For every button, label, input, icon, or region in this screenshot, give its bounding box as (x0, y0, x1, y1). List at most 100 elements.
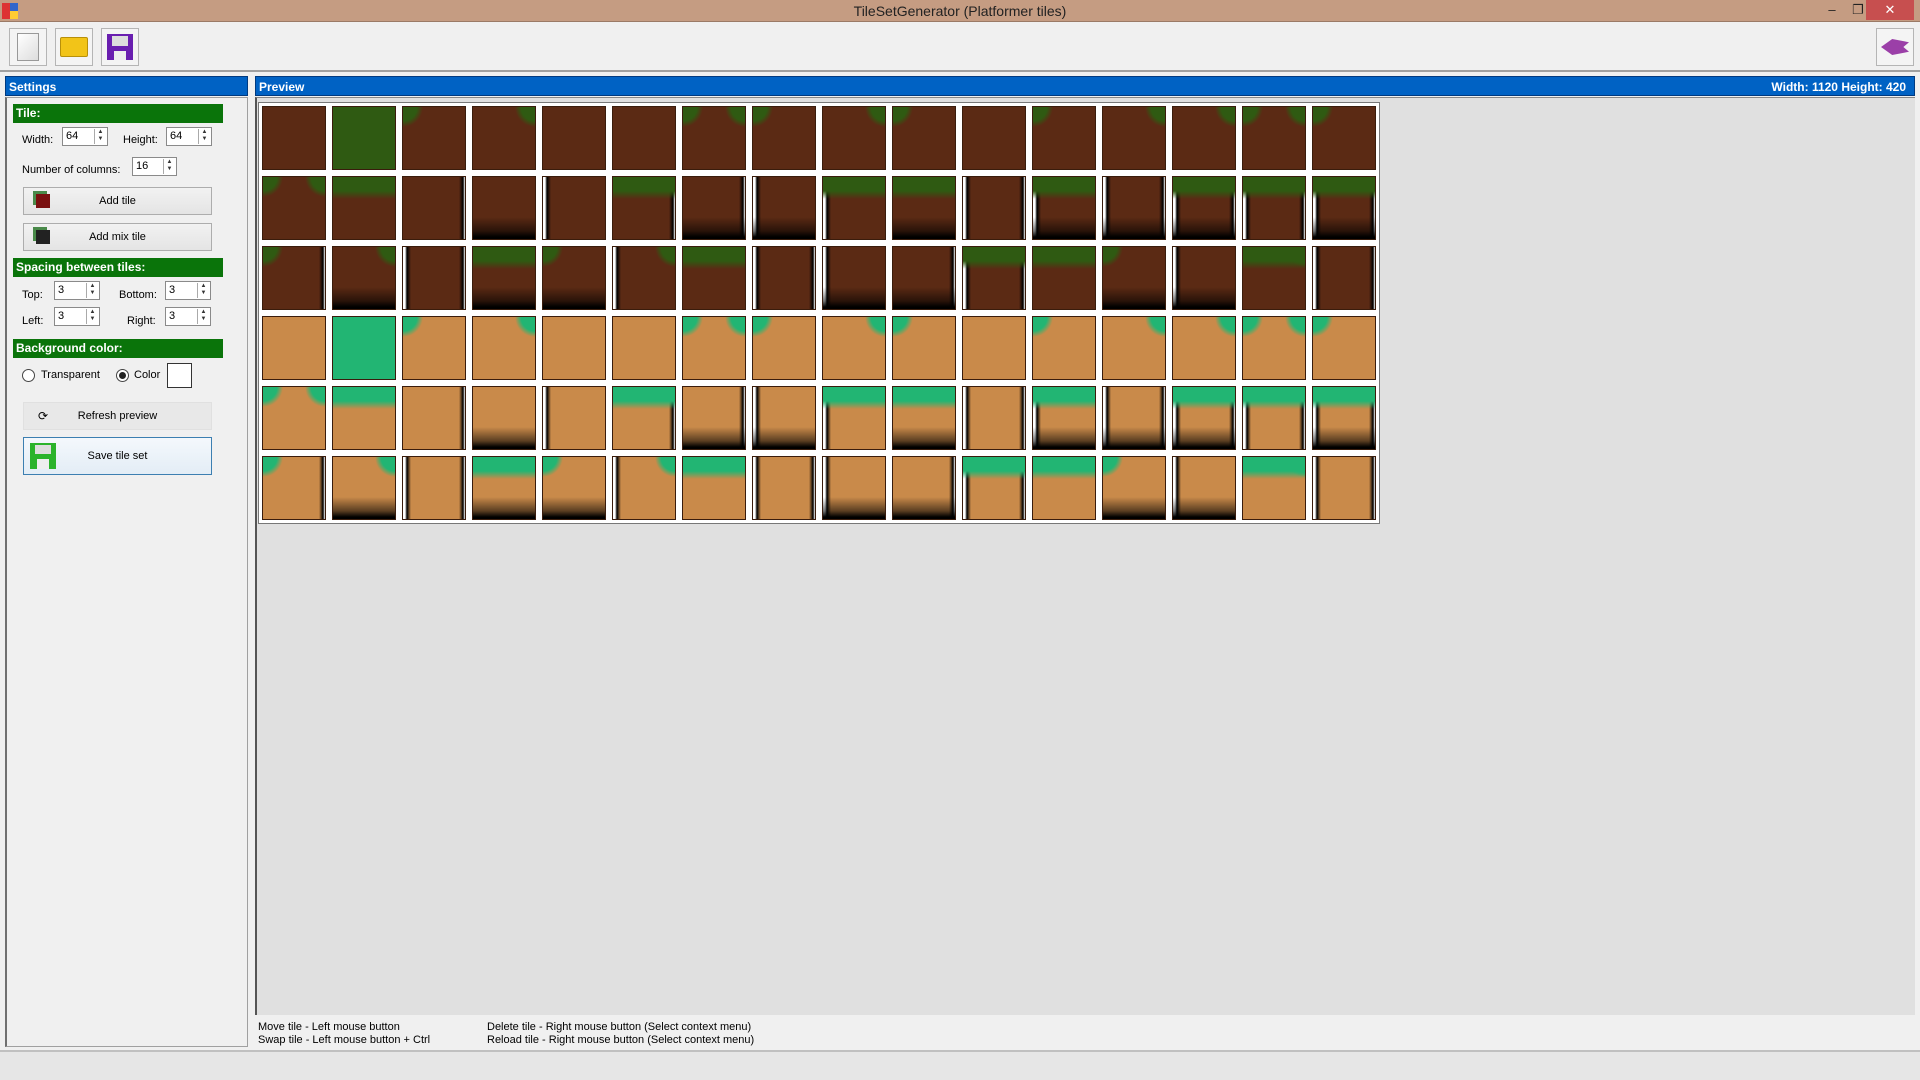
tile[interactable] (1102, 176, 1166, 240)
tile[interactable] (1032, 386, 1096, 450)
tile[interactable] (472, 456, 536, 520)
tile[interactable] (1032, 106, 1096, 170)
tile[interactable] (682, 246, 746, 310)
tile[interactable] (332, 106, 396, 170)
tile[interactable] (892, 456, 956, 520)
tile[interactable] (1312, 176, 1376, 240)
add-mix-tile-button[interactable]: Add mix tile (23, 223, 212, 251)
color-radio[interactable] (116, 369, 129, 382)
tile[interactable] (892, 106, 956, 170)
tile[interactable] (1032, 316, 1096, 380)
tile[interactable] (822, 456, 886, 520)
tile[interactable] (332, 246, 396, 310)
tile[interactable] (402, 316, 466, 380)
tile[interactable] (402, 246, 466, 310)
tile[interactable] (542, 386, 606, 450)
tile[interactable] (1102, 106, 1166, 170)
tile[interactable] (682, 176, 746, 240)
tile[interactable] (612, 316, 676, 380)
tile[interactable] (752, 106, 816, 170)
tile[interactable] (262, 456, 326, 520)
tile[interactable] (822, 316, 886, 380)
tile[interactable] (262, 106, 326, 170)
tile[interactable] (402, 176, 466, 240)
tile[interactable] (542, 176, 606, 240)
right-spacing-stepper[interactable]: 3 ▲ ▼ (165, 307, 211, 326)
tile[interactable] (402, 386, 466, 450)
tile[interactable] (962, 106, 1026, 170)
columns-stepper[interactable]: 16 ▲ ▼ (132, 157, 177, 176)
tile[interactable] (962, 246, 1026, 310)
restore-button[interactable]: ❐ (1852, 2, 1864, 17)
tile[interactable] (962, 456, 1026, 520)
tile[interactable] (542, 456, 606, 520)
tile[interactable] (1102, 456, 1166, 520)
tile[interactable] (472, 386, 536, 450)
tile[interactable] (612, 176, 676, 240)
tile[interactable] (1172, 176, 1236, 240)
tile[interactable] (1032, 246, 1096, 310)
bottom-spacing-stepper[interactable]: 3 ▲ ▼ (165, 281, 211, 300)
tile[interactable] (472, 176, 536, 240)
background-color-swatch[interactable] (167, 363, 192, 388)
save-tile-set-button[interactable]: Save tile set (23, 437, 212, 475)
tile[interactable] (892, 386, 956, 450)
tile[interactable] (472, 316, 536, 380)
tile[interactable] (542, 106, 606, 170)
tile[interactable] (262, 246, 326, 310)
tile[interactable] (752, 456, 816, 520)
tile[interactable] (1242, 456, 1306, 520)
save-button[interactable] (101, 28, 139, 66)
left-spacing-stepper[interactable]: 3 ▲ ▼ (54, 307, 100, 326)
tile[interactable] (332, 316, 396, 380)
tile[interactable] (752, 176, 816, 240)
tile[interactable] (822, 176, 886, 240)
minimize-button[interactable]: – (1828, 2, 1836, 17)
tile[interactable] (892, 176, 956, 240)
tile[interactable] (1312, 386, 1376, 450)
tile[interactable] (682, 386, 746, 450)
tile[interactable] (1312, 456, 1376, 520)
tile[interactable] (1172, 246, 1236, 310)
tile[interactable] (1242, 386, 1306, 450)
tile[interactable] (822, 246, 886, 310)
tile[interactable] (1242, 316, 1306, 380)
tile[interactable] (1312, 246, 1376, 310)
tile[interactable] (752, 246, 816, 310)
tile[interactable] (962, 386, 1026, 450)
tile[interactable] (612, 456, 676, 520)
tile[interactable] (822, 106, 886, 170)
top-spacing-stepper[interactable]: 3 ▲ ▼ (54, 281, 100, 300)
tile[interactable] (822, 386, 886, 450)
tile[interactable] (542, 246, 606, 310)
tile[interactable] (892, 246, 956, 310)
tile[interactable] (1172, 386, 1236, 450)
tile[interactable] (1172, 106, 1236, 170)
tile[interactable] (332, 176, 396, 240)
tile[interactable] (682, 106, 746, 170)
tile[interactable] (682, 456, 746, 520)
tile[interactable] (612, 106, 676, 170)
height-stepper[interactable]: 64 ▲ ▼ (166, 127, 212, 146)
tile[interactable] (752, 316, 816, 380)
tile[interactable] (892, 316, 956, 380)
tile[interactable] (1102, 386, 1166, 450)
tile[interactable] (1032, 176, 1096, 240)
refresh-preview-button[interactable]: ⟳ Refresh preview (23, 402, 212, 430)
tile[interactable] (682, 316, 746, 380)
tile[interactable] (402, 456, 466, 520)
tile[interactable] (262, 176, 326, 240)
plugin-button[interactable] (1876, 28, 1914, 66)
tile[interactable] (962, 176, 1026, 240)
width-stepper[interactable]: 64 ▲ ▼ (62, 127, 108, 146)
tile[interactable] (262, 386, 326, 450)
tile[interactable] (1312, 106, 1376, 170)
add-tile-button[interactable]: Add tile (23, 187, 212, 215)
tile[interactable] (612, 386, 676, 450)
tile[interactable] (1242, 106, 1306, 170)
tile[interactable] (1242, 246, 1306, 310)
tile[interactable] (962, 316, 1026, 380)
tile[interactable] (1312, 316, 1376, 380)
tile[interactable] (332, 386, 396, 450)
tile[interactable] (1102, 316, 1166, 380)
